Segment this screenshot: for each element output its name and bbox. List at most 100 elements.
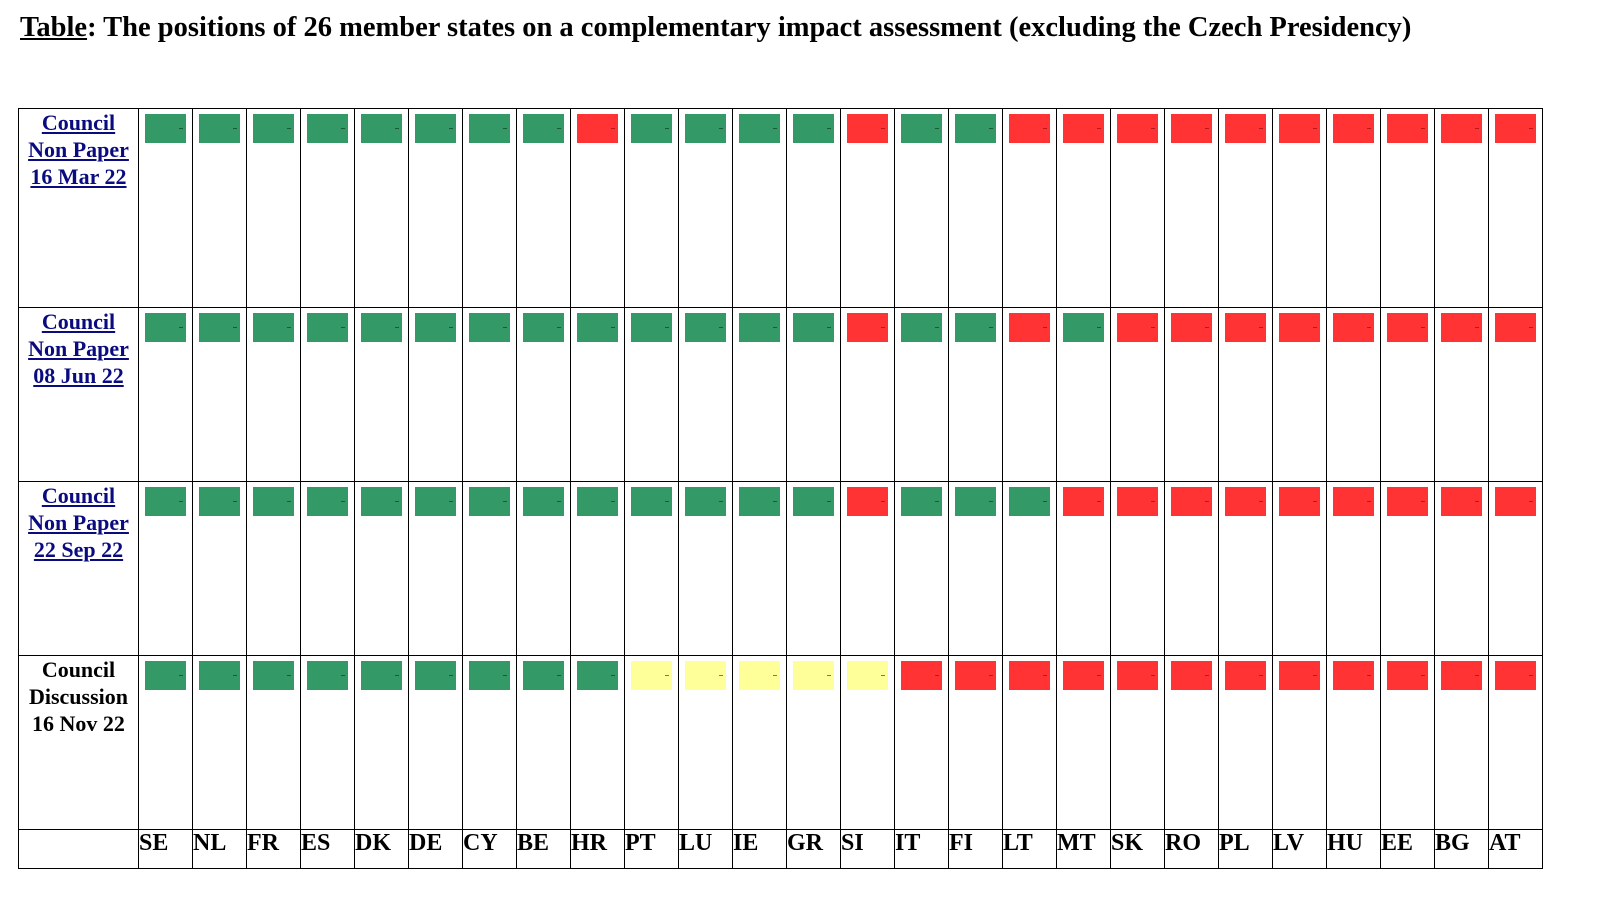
- status-cell-pt: [624, 108, 679, 308]
- country-code: NL: [192, 829, 247, 869]
- green-status-marker: [415, 487, 456, 516]
- green-status-marker: [361, 661, 402, 690]
- red-status-marker: [577, 114, 618, 143]
- status-cell-lt: [1002, 307, 1057, 482]
- status-cell-at: [1488, 655, 1543, 830]
- row-header-link[interactable]: 08 Jun 22: [33, 363, 124, 388]
- red-status-marker: [1279, 661, 1320, 690]
- row-header[interactable]: Council Non Paper 16 Mar 22: [18, 108, 139, 308]
- row-header-link[interactable]: Non Paper: [28, 336, 129, 361]
- green-status-marker: [307, 661, 348, 690]
- green-status-marker: [523, 114, 564, 143]
- red-status-marker: [1009, 661, 1050, 690]
- green-status-marker: [901, 313, 942, 342]
- status-cell-lu: [678, 655, 733, 830]
- row-header-link[interactable]: Non Paper: [28, 137, 129, 162]
- country-code: BE: [516, 829, 571, 869]
- status-cell-hr: [570, 481, 625, 656]
- table-row: Council Discussion 16 Nov 22: [18, 655, 1543, 830]
- status-cell-es: [300, 481, 355, 656]
- red-status-marker: [1495, 661, 1536, 690]
- row-header-link[interactable]: Council: [41, 309, 116, 334]
- status-cell-fi: [948, 307, 1003, 482]
- red-status-marker: [1441, 487, 1482, 516]
- row-header[interactable]: Council Non Paper 22 Sep 22: [18, 481, 139, 656]
- status-cell-lv: [1272, 655, 1327, 830]
- green-status-marker: [361, 313, 402, 342]
- empty-corner-cell: [18, 829, 139, 869]
- green-status-marker: [307, 487, 348, 516]
- status-cell-fr: [246, 481, 301, 656]
- status-cell-mt: [1056, 307, 1111, 482]
- status-cell-fi: [948, 481, 1003, 656]
- country-code: IT: [894, 829, 949, 869]
- country-code: SE: [138, 829, 193, 869]
- red-status-marker: [1063, 487, 1104, 516]
- country-code: LU: [678, 829, 733, 869]
- positions-table: Council Non Paper 16 Mar 22 Council Non Pape…: [18, 108, 1543, 869]
- yellow-status-marker: [739, 661, 780, 690]
- status-cell-cy: [462, 108, 517, 308]
- green-status-marker: [361, 487, 402, 516]
- country-row: SE NL FR ES DK DE CY BE HR PT LU IE GR SI IT FI LT MT SK RO…: [18, 829, 1543, 869]
- status-cell-cy: [462, 655, 517, 830]
- yellow-status-marker: [793, 661, 834, 690]
- status-cell-mt: [1056, 655, 1111, 830]
- status-cell-de: [408, 307, 463, 482]
- red-status-marker: [1225, 487, 1266, 516]
- green-status-marker: [955, 487, 996, 516]
- red-status-marker: [1171, 487, 1212, 516]
- country-code: PL: [1218, 829, 1273, 869]
- country-code: FR: [246, 829, 301, 869]
- status-cell-cy: [462, 307, 517, 482]
- red-status-marker: [901, 661, 942, 690]
- status-cell-lv: [1272, 108, 1327, 308]
- status-cell-pt: [624, 481, 679, 656]
- green-status-marker: [199, 313, 240, 342]
- country-code: CY: [462, 829, 517, 869]
- status-cell-nl: [192, 481, 247, 656]
- status-cell-ie: [732, 481, 787, 656]
- document-title: Table: The positions of 26 member states…: [20, 12, 1411, 44]
- status-cell-sk: [1110, 655, 1165, 830]
- green-status-marker: [685, 487, 726, 516]
- row-header-text: Council: [41, 657, 116, 682]
- status-cell-ro: [1164, 108, 1219, 308]
- status-cell-at: [1488, 481, 1543, 656]
- red-status-marker: [1279, 114, 1320, 143]
- red-status-marker: [1279, 487, 1320, 516]
- row-header-text: 16 Nov 22: [32, 711, 125, 736]
- red-status-marker: [1117, 114, 1158, 143]
- green-status-marker: [199, 114, 240, 143]
- green-status-marker: [523, 313, 564, 342]
- row-header-link[interactable]: Council: [41, 110, 116, 135]
- yellow-status-marker: [847, 661, 888, 690]
- table-row: Council Non Paper 22 Sep 22: [18, 481, 1543, 656]
- green-status-marker: [901, 487, 942, 516]
- row-header-link[interactable]: 16 Mar 22: [30, 164, 127, 189]
- red-status-marker: [1495, 487, 1536, 516]
- row-header-link[interactable]: Council: [41, 483, 116, 508]
- status-cell-it: [894, 307, 949, 482]
- status-cell-cy: [462, 481, 517, 656]
- country-code: SI: [840, 829, 895, 869]
- green-status-marker: [739, 114, 780, 143]
- status-cell-nl: [192, 307, 247, 482]
- row-header[interactable]: Council Non Paper 08 Jun 22: [18, 307, 139, 482]
- status-cell-pl: [1218, 307, 1273, 482]
- red-status-marker: [1387, 313, 1428, 342]
- red-status-marker: [1279, 313, 1320, 342]
- status-cell-hr: [570, 307, 625, 482]
- green-status-marker: [307, 313, 348, 342]
- status-cell-lu: [678, 307, 733, 482]
- green-status-marker: [145, 313, 186, 342]
- status-cell-hu: [1326, 307, 1381, 482]
- row-header-link[interactable]: Non Paper: [28, 510, 129, 535]
- green-status-marker: [631, 114, 672, 143]
- status-cell-lt: [1002, 655, 1057, 830]
- country-code: BG: [1434, 829, 1489, 869]
- red-status-marker: [1387, 114, 1428, 143]
- row-header-link[interactable]: 22 Sep 22: [33, 537, 124, 562]
- status-cell-dk: [354, 108, 409, 308]
- green-status-marker: [253, 487, 294, 516]
